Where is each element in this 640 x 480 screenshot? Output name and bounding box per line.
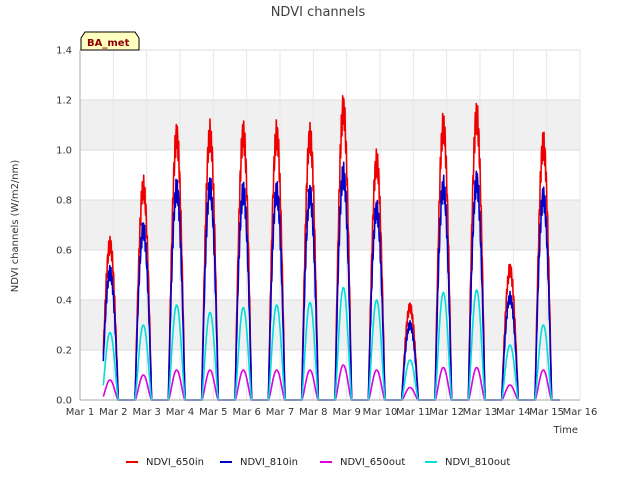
y-tick-labels: 0.0 0.2 0.4 0.6 0.8 1.0 1.2 1.4 [56, 46, 72, 407]
x-tick-label: Mar 9 [332, 407, 360, 418]
plot-band [80, 200, 580, 250]
badge-label: BA_met [87, 38, 130, 49]
x-tick-label: Mar 14 [496, 407, 531, 418]
x-tick-labels: Mar 1 Mar 2 Mar 3 Mar 4 Mar 5 Mar 6 Mar 7 Mar 8… [66, 407, 598, 418]
legend-label-ndvi_810out: NDVI_810out [445, 457, 510, 468]
x-axis-label: Time [553, 425, 578, 436]
legend: NDVI_650in NDVI_810in NDVI_650out NDVI_810o… [126, 457, 510, 468]
badge-box [80, 31, 140, 51]
y-tick-label: 0.6 [56, 246, 72, 257]
x-tick-label: Mar 2 [99, 407, 127, 418]
plot-band [80, 300, 580, 350]
y-tick-label: 0.4 [56, 296, 72, 307]
x-tick-label: Mar 8 [299, 407, 327, 418]
badge: BA_met [80, 31, 140, 51]
legend-label-ndvi_810in: NDVI_810in [240, 457, 298, 468]
legend-label-ndvi_650in: NDVI_650in [146, 457, 204, 468]
y-tick-label: 1.2 [56, 96, 72, 107]
y-tick-label: 0.2 [56, 346, 72, 357]
x-tick-label: Mar 1 [66, 407, 94, 418]
plot-area [80, 50, 580, 400]
x-tick-label: Mar 16 [563, 407, 598, 418]
x-tick-label: Mar 5 [199, 407, 227, 418]
x-tick-label: Mar 7 [266, 407, 294, 418]
chart-title: NDVI channels [271, 5, 366, 20]
y-tick-label: 0.8 [56, 196, 72, 207]
axes [79, 50, 580, 401]
x-tick-label: Mar 12 [429, 407, 464, 418]
x-tick-label: Mar 6 [232, 407, 260, 418]
plot-band [80, 100, 580, 150]
x-tick-label: Mar 13 [463, 407, 498, 418]
x-tick-label: Mar 3 [132, 407, 160, 418]
x-tick-label: Mar 15 [529, 407, 564, 418]
legend-label-ndvi_650out: NDVI_650out [340, 457, 405, 468]
x-tick-label: Mar 10 [363, 407, 398, 418]
x-tick-label: Mar 4 [166, 407, 194, 418]
y-axis-label: NDVI channels (W/m2/nm) [10, 160, 21, 293]
y-tick-label: 1.0 [56, 146, 72, 157]
y-tick-label: 1.4 [56, 46, 72, 57]
x-tick-label: Mar 11 [396, 407, 431, 418]
y-tick-label: 0.0 [56, 396, 72, 407]
